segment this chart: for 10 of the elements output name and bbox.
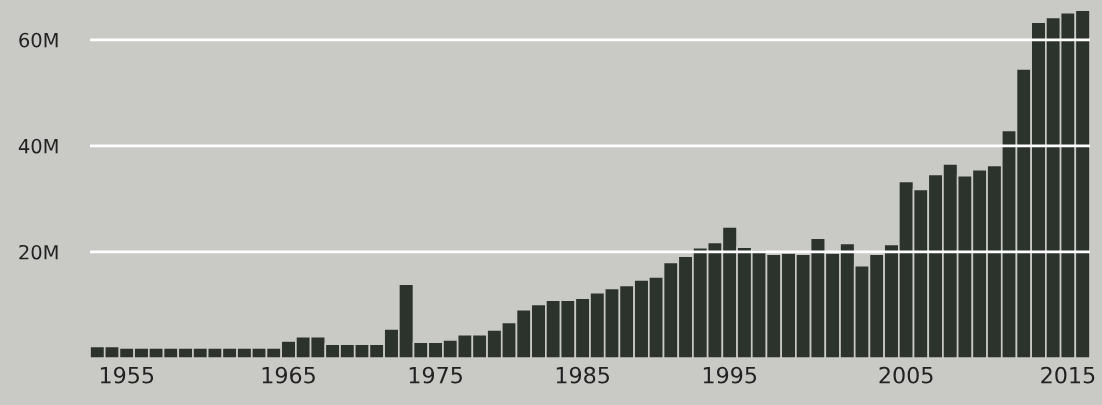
x-tick-label: 1955 bbox=[100, 366, 154, 384]
x-tick-label: 1985 bbox=[556, 366, 609, 384]
x-tick-label: 1995 bbox=[703, 366, 757, 384]
x-tick-label: 2005 bbox=[879, 366, 933, 384]
y-tick-label: 60M bbox=[19, 32, 58, 48]
x-tick-label: 2015 bbox=[1041, 366, 1095, 384]
y-tick-label: 40M bbox=[18, 138, 58, 154]
x-tick-label: 1965 bbox=[262, 366, 315, 384]
y-tick-label: 20M bbox=[19, 244, 58, 260]
x-tick-label: 1975 bbox=[409, 366, 462, 384]
